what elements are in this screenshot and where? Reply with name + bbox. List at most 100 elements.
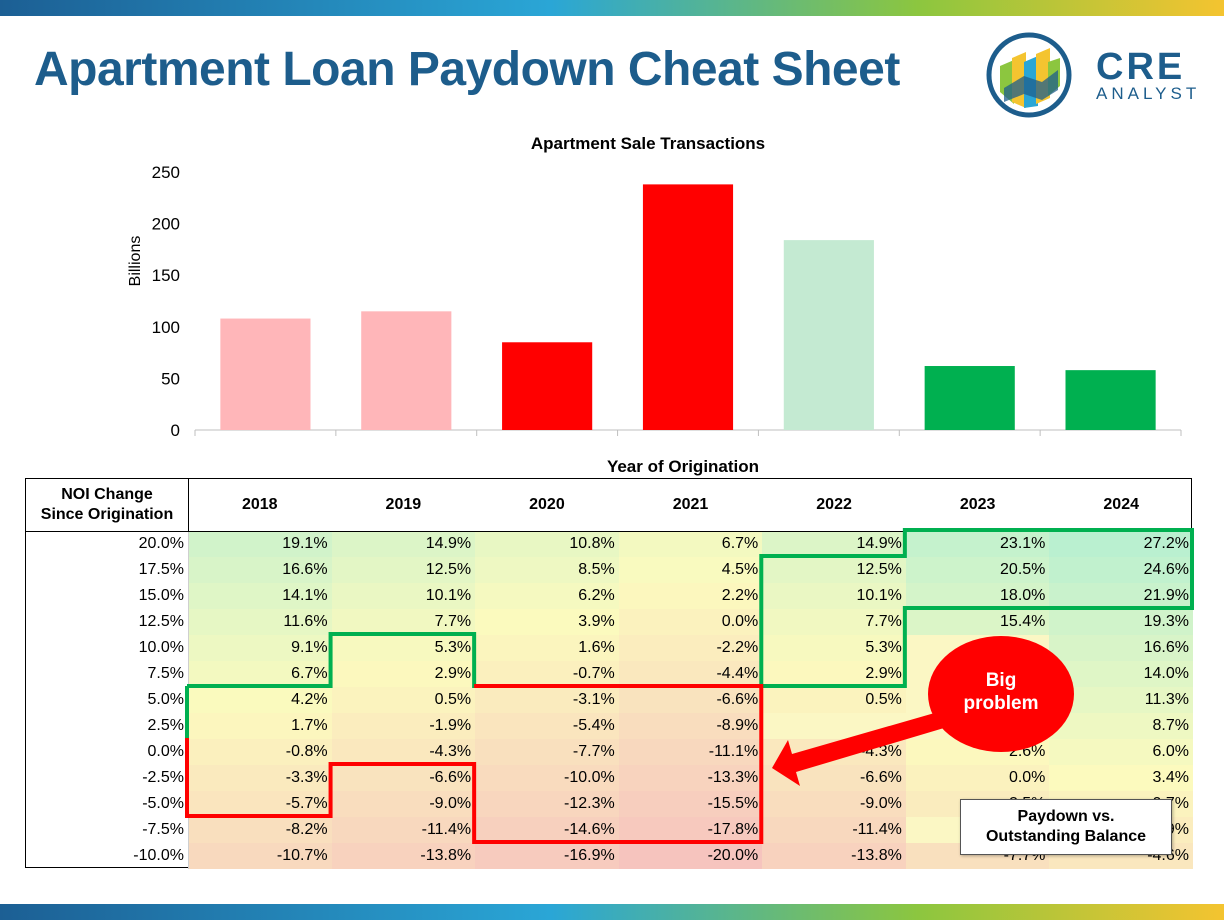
table-cell: -7.7% (475, 739, 619, 765)
row-label: -2.5% (142, 769, 184, 786)
table-cell: -9.0% (331, 791, 476, 817)
row-label: 5.0% (147, 691, 184, 708)
column-header-2022: 2022 (816, 496, 852, 513)
table-cell: -1.9% (331, 713, 476, 739)
bar-2020 (502, 342, 593, 430)
table-cell: -4.4% (618, 661, 763, 687)
table-cell: -16.9% (475, 843, 619, 869)
y-tick-label: 100 (152, 318, 180, 337)
y-tick-label: 200 (152, 215, 180, 234)
table-cell: 1.7% (188, 713, 332, 739)
table-cell: 6.7% (618, 531, 763, 557)
row-label: -10.0% (133, 847, 184, 864)
legend-note-line1: Paydown vs. (1017, 808, 1115, 825)
header-divider-horizontal (26, 531, 1193, 532)
chart-title: Apartment Sale Transactions (531, 134, 765, 153)
red-outline (185, 684, 764, 844)
corner-label-line2: Since Origination (40, 506, 174, 523)
table-cell: 23.1% (905, 531, 1050, 557)
green-outline-right (759, 528, 1194, 688)
table-cell: -11.4% (331, 817, 476, 843)
table-cell: -11.4% (762, 817, 906, 843)
table-cell: 4.2% (188, 687, 332, 713)
table-cell: -11.1% (618, 739, 763, 765)
table-cell: -0.7% (475, 661, 619, 687)
table-cell: 12.5% (331, 557, 476, 583)
table-cell: -0.8% (188, 739, 332, 765)
table-cell: 15.4% (905, 609, 1050, 635)
bar-2023 (924, 366, 1015, 430)
table-cell: -6.6% (618, 687, 763, 713)
table-cell: 14.1% (188, 583, 332, 609)
table-cell: -3.1% (475, 687, 619, 713)
table-cell: 7.7% (762, 609, 906, 635)
table-cell: 19.1% (188, 531, 332, 557)
row-label: 7.5% (147, 665, 184, 682)
table-cell: -13.8% (762, 843, 906, 869)
table-cell: 14.0% (1049, 661, 1193, 687)
cre-analyst-logo: CRE ANALYST (984, 32, 1204, 118)
bar-2024 (1065, 370, 1156, 430)
table-cell: 6.2% (475, 583, 619, 609)
table-corner-header: NOI Change Since Origination (26, 479, 188, 531)
table-cell: 8.5% (475, 557, 619, 583)
table-cell: 5.3% (762, 635, 906, 661)
logo-analyst-text: ANALYST (1096, 84, 1201, 103)
table-cell: -12.3% (475, 791, 619, 817)
table-cell: 27.2% (1049, 531, 1193, 557)
y-tick-label: 250 (152, 163, 180, 182)
row-label: 2.5% (147, 717, 184, 734)
table-cell: 2.2% (618, 583, 763, 609)
paydown-table: NOI Change Since Origination 2018 2019 2020 2… (25, 478, 1193, 869)
table-cell: -8.9% (618, 713, 763, 739)
table-cell: 21.9% (1049, 583, 1193, 609)
table-cell: 24.6% (1049, 557, 1193, 583)
table-cell: -10.0% (475, 765, 619, 791)
table-cell: 14.9% (331, 531, 476, 557)
header-divider-vertical (188, 479, 189, 531)
table-cell: 20.5% (905, 557, 1050, 583)
table-cell: 4.5% (618, 557, 763, 583)
table-cell: 10.1% (762, 583, 906, 609)
table-cell: -15.5% (618, 791, 763, 817)
table-cell: 6.7% (188, 661, 332, 687)
table-cell: 6.0% (1049, 739, 1193, 765)
table-cell: -8.2% (188, 817, 332, 843)
table-cell: 10.1% (331, 583, 476, 609)
page-title: Apartment Loan Paydown Cheat Sheet (34, 43, 900, 96)
table-cell: 5.3% (331, 635, 476, 661)
row-label: 15.0% (138, 587, 184, 604)
bar-2018 (220, 318, 311, 430)
table-cell: -5.7% (188, 791, 332, 817)
callout-line1: Big (985, 670, 1017, 691)
table-cell: -6.6% (331, 765, 476, 791)
column-header-2023: 2023 (959, 496, 996, 513)
column-header-2024: 2024 (1103, 496, 1139, 513)
table-cell: 0.5% (331, 687, 476, 713)
corner-label-line1: NOI Change (61, 486, 153, 503)
table-cell: -13.8% (331, 843, 476, 869)
x-axis-label: Year of Origination (607, 457, 759, 476)
row-label: 20.0% (138, 535, 184, 552)
paydown-legend-note: Paydown vs. Outstanding Balance (960, 799, 1172, 855)
table-cell: -20.0% (618, 843, 763, 869)
table-cell: 2.9% (331, 661, 476, 687)
row-label: 0.0% (147, 743, 184, 760)
bar-2022 (783, 240, 874, 430)
green-outline-left (187, 632, 762, 688)
arrow-icon (772, 712, 944, 786)
y-axis-label: Billions (127, 236, 144, 287)
table-cell: 18.0% (905, 583, 1050, 609)
bar-2021 (642, 184, 734, 430)
row-label: 17.5% (138, 561, 184, 578)
legend-note-line2: Outstanding Balance (985, 828, 1147, 845)
apartment-sale-transactions-chart: Apartment Sale Transactions Billions 0 50 10… (127, 134, 1182, 476)
big-problem-callout: Big problem (928, 670, 1074, 716)
table-cell: -10.7% (188, 843, 332, 869)
row-label: -7.5% (142, 821, 184, 838)
table-cell: 8.7% (1049, 713, 1193, 739)
table-cell: -3.3% (188, 765, 332, 791)
table-cell: -9.0% (762, 791, 906, 817)
y-tick-label: 0 (171, 421, 180, 440)
